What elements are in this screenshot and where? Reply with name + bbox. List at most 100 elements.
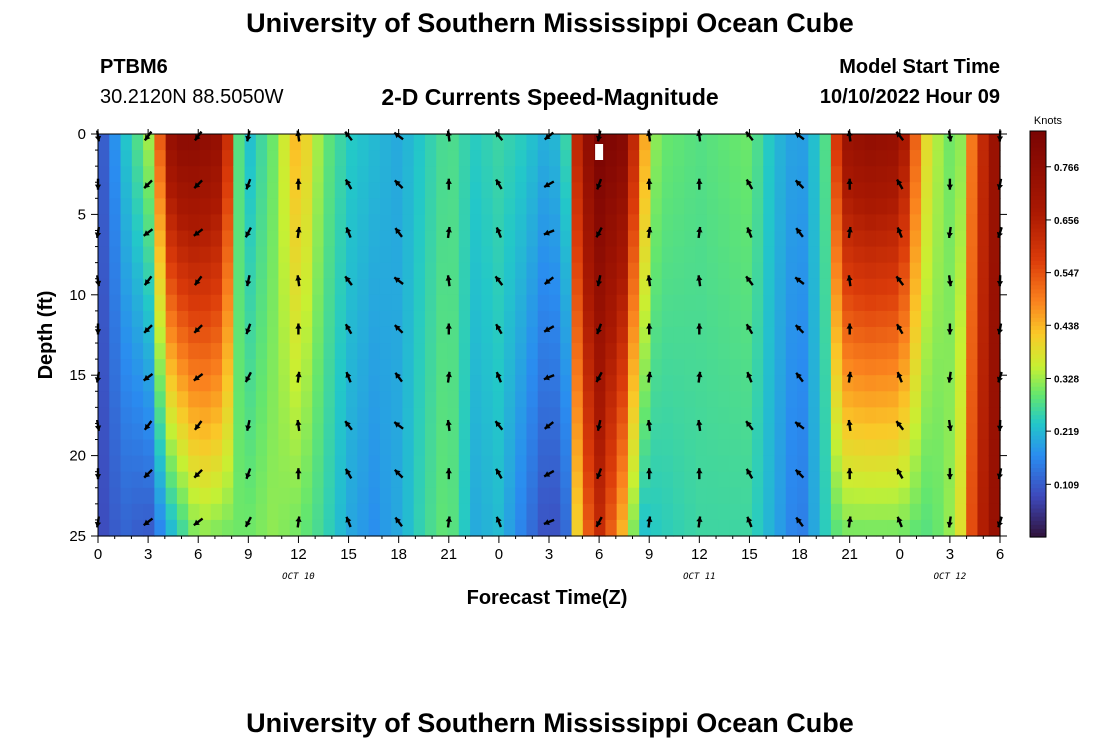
heatmap-cell bbox=[131, 407, 144, 425]
arrow-head bbox=[946, 425, 953, 431]
heatmap-cell bbox=[909, 262, 922, 280]
heatmap-cell bbox=[131, 150, 144, 167]
heatmap-cell bbox=[864, 214, 877, 232]
heatmap-cell bbox=[966, 214, 979, 232]
heatmap-cell bbox=[537, 519, 550, 537]
heatmap-cell bbox=[379, 439, 392, 457]
arrow-head bbox=[345, 276, 351, 283]
heatmap-cell bbox=[853, 182, 866, 199]
current-arrow bbox=[193, 228, 204, 237]
heatmap-cell bbox=[492, 246, 505, 264]
heatmap-cell bbox=[943, 198, 956, 215]
heatmap-cell bbox=[819, 294, 832, 312]
current-arrow bbox=[746, 371, 753, 383]
heatmap-cell bbox=[176, 134, 189, 151]
heatmap-cell bbox=[887, 391, 900, 408]
heatmap-cell bbox=[424, 294, 437, 312]
heatmap-cell bbox=[616, 343, 629, 360]
colorbar-step bbox=[1030, 317, 1046, 323]
heatmap-cell bbox=[199, 166, 212, 183]
heatmap-cell bbox=[267, 214, 280, 232]
heatmap-cell bbox=[695, 134, 708, 151]
heatmap-cell bbox=[222, 310, 234, 328]
heatmap-cell bbox=[470, 439, 482, 457]
current-arrow bbox=[794, 324, 805, 334]
heatmap-cell bbox=[616, 326, 629, 344]
heatmap-cell bbox=[312, 262, 325, 280]
heatmap-cell bbox=[695, 407, 708, 425]
arrow-head bbox=[144, 423, 151, 430]
heatmap-cell bbox=[436, 519, 449, 537]
current-arrow bbox=[495, 371, 503, 383]
heatmap-cell bbox=[357, 455, 370, 473]
heatmap-cell bbox=[718, 343, 731, 360]
heatmap-cell bbox=[526, 423, 539, 441]
heatmap-cell bbox=[109, 343, 122, 360]
heatmap-cell bbox=[289, 230, 302, 248]
heatmap-cell bbox=[199, 455, 212, 473]
heatmap-cell bbox=[785, 150, 798, 167]
heatmap-cell bbox=[729, 503, 742, 521]
heatmap-cell bbox=[797, 326, 809, 344]
heatmap-cell bbox=[391, 182, 404, 199]
heatmap-cell bbox=[109, 182, 122, 199]
heatmap-cell bbox=[334, 150, 347, 167]
heatmap-cell bbox=[740, 519, 753, 537]
heatmap-cell bbox=[909, 134, 922, 151]
heatmap-cell bbox=[977, 375, 990, 392]
current-arrow bbox=[696, 468, 703, 480]
arrow-head bbox=[946, 474, 953, 480]
heatmap-cell bbox=[650, 407, 663, 425]
heatmap-cell bbox=[255, 471, 268, 489]
colorbar-step bbox=[1030, 419, 1046, 424]
heatmap-cell bbox=[222, 503, 234, 521]
heatmap-cell bbox=[210, 503, 223, 521]
station-coords: 30.2120N 88.5050W bbox=[100, 86, 284, 108]
heatmap-cell bbox=[210, 375, 223, 392]
heatmap-cell bbox=[808, 359, 821, 376]
heatmap-cell bbox=[898, 503, 911, 521]
heatmap-cell bbox=[582, 455, 595, 473]
heatmap-cell bbox=[571, 246, 584, 264]
heatmap-cell bbox=[875, 391, 888, 408]
heatmap-cell bbox=[379, 278, 392, 296]
current-arrow bbox=[794, 468, 805, 479]
heatmap-cell bbox=[718, 439, 731, 457]
heatmap-cell bbox=[244, 198, 257, 215]
heatmap-cell bbox=[549, 310, 561, 328]
heatmap-cell bbox=[560, 359, 573, 376]
heatmap-cell bbox=[549, 246, 561, 264]
heatmap-cell bbox=[447, 503, 460, 521]
heatmap-cell bbox=[582, 230, 595, 248]
heatmap-cell bbox=[199, 519, 212, 537]
heatmap-cell bbox=[706, 150, 719, 167]
heatmap-cell bbox=[887, 246, 900, 264]
heatmap-cell bbox=[808, 519, 821, 537]
heatmap-cell bbox=[436, 294, 449, 312]
heatmap-cell bbox=[154, 134, 167, 151]
heatmap-cell bbox=[729, 310, 742, 328]
current-arrow bbox=[393, 468, 404, 479]
heatmap-cell bbox=[368, 294, 381, 312]
heatmap-cell bbox=[830, 230, 843, 248]
heatmap-cell bbox=[549, 326, 561, 344]
heatmap-cell bbox=[785, 519, 798, 537]
heatmap-cell bbox=[357, 407, 370, 425]
heatmap-cell bbox=[109, 359, 122, 376]
heatmap-cell bbox=[255, 326, 268, 344]
heatmap-cell bbox=[402, 134, 415, 151]
heatmap-cell bbox=[582, 487, 595, 505]
heatmap-cell bbox=[842, 198, 855, 215]
arrow-head bbox=[245, 425, 252, 431]
station-id: PTBM6 bbox=[100, 56, 168, 78]
heatmap-cell bbox=[830, 150, 843, 167]
heatmap-cell bbox=[278, 455, 291, 473]
heatmap-cell bbox=[323, 326, 336, 344]
heatmap-cell bbox=[898, 246, 911, 264]
heatmap-cell bbox=[954, 391, 967, 408]
heatmap-cell bbox=[154, 471, 167, 489]
heatmap-cell bbox=[458, 310, 471, 328]
heatmap-cell bbox=[853, 519, 866, 537]
heatmap-cell bbox=[98, 519, 110, 537]
heatmap-cell bbox=[830, 182, 843, 199]
